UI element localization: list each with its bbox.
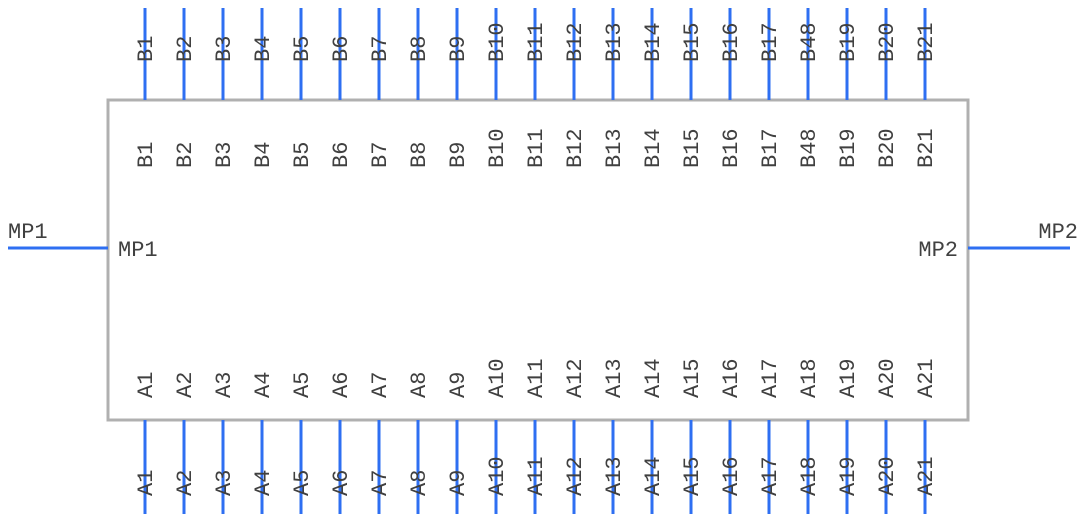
pin-label-bottom-in: A4	[251, 372, 276, 398]
pin-label-top-out: B3	[212, 36, 237, 62]
pin-label-top-in: B12	[563, 128, 588, 168]
pin-label-top-out: B7	[368, 36, 393, 62]
pin-label-bottom-out: A1	[134, 470, 159, 496]
pin-label-top-out: B16	[719, 22, 744, 62]
pin-label-bottom-in: A16	[719, 358, 744, 398]
pin-label-bottom-out: A2	[173, 470, 198, 496]
pin-label-bottom-out: A19	[836, 456, 861, 496]
pin-label-top-out: B13	[602, 22, 627, 62]
pin-label-bottom-in: A17	[758, 358, 783, 398]
pin-label-top-out: B8	[407, 36, 432, 62]
pin-label-bottom-out: A15	[680, 456, 705, 496]
pin-label-bottom-in: A13	[602, 358, 627, 398]
pin-label-bottom-in: A1	[134, 372, 159, 398]
pin-label-bottom-out: A18	[797, 456, 822, 496]
pin-label-bottom-in: A9	[446, 372, 471, 398]
mp1-label-out: MP1	[8, 220, 48, 245]
pin-label-top-in: B48	[797, 128, 822, 168]
pin-label-top-in: B11	[524, 128, 549, 168]
pin-label-top-out: B21	[914, 22, 939, 62]
pin-label-bottom-out: A5	[290, 470, 315, 496]
pin-label-bottom-out: A17	[758, 456, 783, 496]
pin-label-bottom-in: A15	[680, 358, 705, 398]
pin-label-top-in: B4	[251, 142, 276, 168]
pin-label-bottom-in: A11	[524, 358, 549, 398]
pin-label-top-in: B14	[641, 128, 666, 168]
pin-label-top-in: B16	[719, 128, 744, 168]
mp1-label-in: MP1	[118, 238, 158, 263]
pin-label-top-in: B9	[446, 142, 471, 168]
pin-label-top-out: B6	[329, 36, 354, 62]
pin-label-bottom-in: A14	[641, 358, 666, 398]
pin-label-bottom-out: A7	[368, 470, 393, 496]
pin-label-bottom-in: A2	[173, 372, 198, 398]
pin-label-bottom-in: A19	[836, 358, 861, 398]
pin-label-top-out: B1	[134, 36, 159, 62]
pin-label-bottom-out: A13	[602, 456, 627, 496]
pin-label-bottom-in: A10	[485, 358, 510, 398]
pin-label-top-out: B9	[446, 36, 471, 62]
pin-label-top-in: B1	[134, 142, 159, 168]
pin-label-top-out: B4	[251, 36, 276, 62]
pin-label-top-out: B10	[485, 22, 510, 62]
mp2-label-in: MP2	[918, 238, 958, 263]
pin-label-top-out: B5	[290, 36, 315, 62]
pin-label-top-in: B3	[212, 142, 237, 168]
pin-label-top-in: B20	[875, 128, 900, 168]
pin-label-top-in: B10	[485, 128, 510, 168]
pin-label-bottom-in: A3	[212, 372, 237, 398]
pin-label-top-in: B7	[368, 142, 393, 168]
pin-label-bottom-in: A7	[368, 372, 393, 398]
pin-label-top-out: B19	[836, 22, 861, 62]
pin-label-bottom-out: A14	[641, 456, 666, 496]
pin-label-bottom-in: A20	[875, 358, 900, 398]
pin-label-top-in: B17	[758, 128, 783, 168]
pin-label-top-in: B21	[914, 128, 939, 168]
pin-label-top-in: B15	[680, 128, 705, 168]
pin-label-bottom-out: A8	[407, 470, 432, 496]
pin-label-bottom-in: A8	[407, 372, 432, 398]
pin-label-top-in: B19	[836, 128, 861, 168]
pin-label-bottom-out: A6	[329, 470, 354, 496]
pin-label-bottom-in: A21	[914, 358, 939, 398]
pin-label-bottom-out: A10	[485, 456, 510, 496]
pin-label-bottom-in: A6	[329, 372, 354, 398]
pin-label-top-out: B15	[680, 22, 705, 62]
pin-label-top-out: B17	[758, 22, 783, 62]
pin-label-bottom-out: A9	[446, 470, 471, 496]
pinout-diagram: B1 B1 A1 A1 B2 B2 A2 A2 B3 B3 A3 A3 B4 B4 A4 A4 B5 B5 A5 A5…	[0, 0, 1084, 524]
pin-label-top-out: B14	[641, 22, 666, 62]
pin-label-top-in: B13	[602, 128, 627, 168]
pin-label-top-out: B20	[875, 22, 900, 62]
pin-label-bottom-out: A20	[875, 456, 900, 496]
mp2-label-out: MP2	[1038, 220, 1078, 245]
pin-label-top-in: B2	[173, 142, 198, 168]
pin-label-bottom-out: A21	[914, 456, 939, 496]
pin-label-bottom-out: A16	[719, 456, 744, 496]
pin-label-top-in: B8	[407, 142, 432, 168]
pin-label-top-out: B12	[563, 22, 588, 62]
pin-label-bottom-in: A18	[797, 358, 822, 398]
pin-label-top-out: B11	[524, 22, 549, 62]
pin-label-top-out: B2	[173, 36, 198, 62]
pin-label-top-in: B6	[329, 142, 354, 168]
pin-label-bottom-out: A11	[524, 456, 549, 496]
pin-label-bottom-in: A12	[563, 358, 588, 398]
pin-label-top-out: B48	[797, 22, 822, 62]
pin-label-bottom-out: A3	[212, 470, 237, 496]
pin-label-top-in: B5	[290, 142, 315, 168]
pin-label-bottom-out: A4	[251, 470, 276, 496]
pin-label-bottom-out: A12	[563, 456, 588, 496]
pin-label-bottom-in: A5	[290, 372, 315, 398]
